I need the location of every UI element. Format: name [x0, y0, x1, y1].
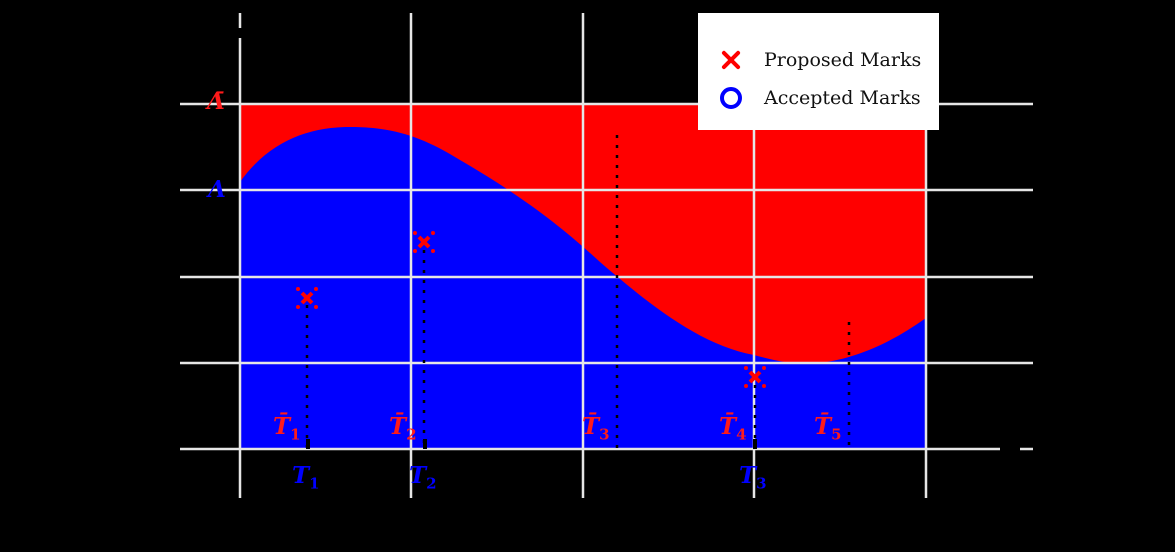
proposed-label-1: T̄1: [273, 413, 301, 444]
x-marker-icon: [720, 49, 742, 71]
circle-marker-icon: [720, 87, 742, 109]
proposed-label-4: T̄4: [719, 413, 747, 444]
legend-item-accepted: Accepted Marks: [720, 87, 921, 109]
proposed-mark-2: [413, 231, 435, 253]
legend-item-proposed: Proposed Marks: [720, 49, 921, 71]
y-label-lambda: Λ: [208, 176, 226, 203]
legend: Proposed Marks Accepted Marks: [698, 13, 939, 130]
legend-label-proposed: Proposed Marks: [764, 49, 922, 71]
proposed-drop-lines: [305, 135, 851, 449]
proposed-label-3: T̄3: [582, 413, 610, 444]
accepted-label-2: T2: [409, 462, 437, 493]
proposed-mark-1: [296, 287, 318, 309]
proposed-marks: [296, 231, 766, 388]
y-label-lambda-bar: Λ̄: [207, 88, 225, 115]
accepted-label-3: T3: [739, 462, 767, 493]
accepted-ticks: [306, 439, 757, 449]
proposed-label-5: T̄5: [814, 413, 842, 444]
accepted-label-1: T1: [292, 462, 320, 493]
legend-label-accepted: Accepted Marks: [764, 87, 921, 109]
proposed-label-2: T̄2: [389, 413, 417, 444]
proposed-mark-4: [744, 366, 766, 388]
